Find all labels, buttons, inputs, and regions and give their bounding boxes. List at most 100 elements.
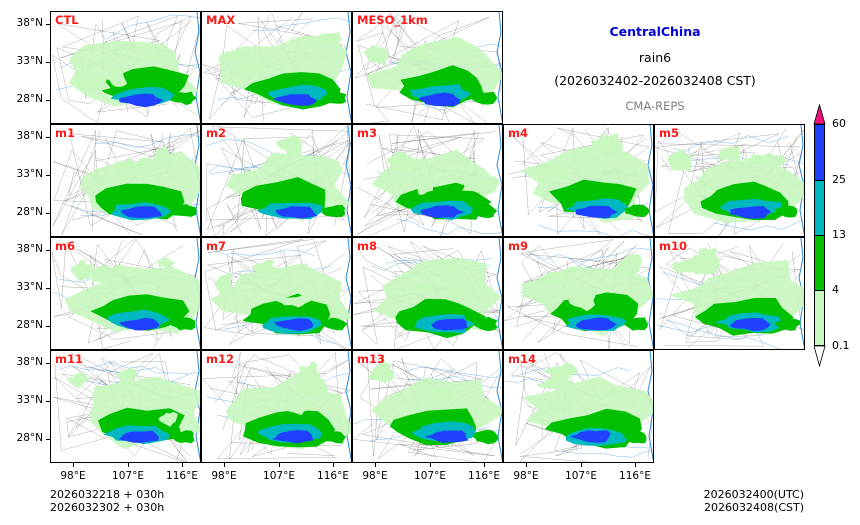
map-panel-m2: m2 xyxy=(201,124,352,237)
rain-intense xyxy=(424,430,469,443)
precip-map xyxy=(508,125,653,236)
region-title: CentralChina xyxy=(609,24,701,39)
province-boundary xyxy=(206,140,338,236)
river xyxy=(89,361,199,375)
lon-label: 107°E xyxy=(414,470,446,482)
lat-label: 38°N xyxy=(16,356,43,368)
colorbar-segment xyxy=(814,124,825,180)
rain-light-patch xyxy=(117,368,138,385)
init-cst: 2026032302 + 030h xyxy=(50,501,165,514)
rain-light-patch xyxy=(612,254,643,275)
river xyxy=(396,218,502,235)
province-boundary xyxy=(361,266,502,345)
lon-tick xyxy=(581,463,582,467)
province-boundary xyxy=(52,130,165,233)
rain-light-patch xyxy=(412,172,434,195)
panel-label: m12 xyxy=(206,352,234,366)
rain-moderate-east xyxy=(773,317,801,331)
rain-light-patch xyxy=(679,254,719,275)
rain-light-patch xyxy=(412,282,437,296)
lat-label: 38°N xyxy=(16,17,43,29)
lon-tick xyxy=(279,463,280,467)
lat-tick xyxy=(46,62,50,63)
lat-label: 33°N xyxy=(16,394,43,406)
province-boundary xyxy=(217,131,318,236)
province-boundary xyxy=(68,245,183,340)
lon-label: 116°E xyxy=(619,470,651,482)
river xyxy=(537,224,651,236)
colorbar-segment xyxy=(814,235,825,290)
panel-label: MAX xyxy=(206,13,236,27)
rain-moderate-east xyxy=(322,431,346,444)
colorbar-level-label: 13 xyxy=(832,228,846,241)
precip-map xyxy=(203,12,351,123)
rain-light-patch xyxy=(408,44,428,62)
panel-label: m13 xyxy=(357,352,385,366)
coastline xyxy=(496,125,502,236)
province-boundary xyxy=(95,133,177,232)
panel-label: m5 xyxy=(659,126,679,140)
province-boundary xyxy=(203,16,326,122)
province-boundary xyxy=(378,12,475,123)
map-panel-meso-1km: MESO_1km xyxy=(352,11,503,124)
province-boundary xyxy=(659,268,800,340)
province-boundary xyxy=(204,239,340,331)
province-boundary xyxy=(66,242,168,330)
precip-map xyxy=(52,351,200,462)
river xyxy=(561,449,653,458)
valid-cst: 2026032408(CST) xyxy=(704,501,804,514)
rain-light-patch xyxy=(152,145,170,169)
map-panel-m9: m9 xyxy=(503,237,654,350)
init-utc: 2026032218 + 030h xyxy=(50,488,165,501)
map-panel-m11: m11 xyxy=(50,350,201,463)
rain-light-patch xyxy=(430,260,459,276)
province-boundary xyxy=(357,40,487,123)
map-panel-ctl: CTL xyxy=(50,11,201,124)
rain-intense xyxy=(120,206,163,218)
precip-map xyxy=(356,125,502,236)
lon-label: 107°E xyxy=(565,470,597,482)
rain-intense xyxy=(420,205,465,219)
rain-light-patch xyxy=(667,148,692,173)
lon-label: 116°E xyxy=(468,470,500,482)
colorbar-max-extend xyxy=(813,103,826,125)
rain-intense xyxy=(276,206,318,219)
province-boundary xyxy=(515,239,637,309)
rain-moderate-east xyxy=(171,204,197,217)
colorbar-level-label: 60 xyxy=(832,117,846,130)
period-title: (2026032402-2026032408 CST) xyxy=(554,73,756,88)
lat-label: 33°N xyxy=(16,168,43,180)
map-panel-m13: m13 xyxy=(352,350,503,463)
province-boundary xyxy=(53,240,198,317)
lon-tick xyxy=(430,463,431,467)
panel-label: m11 xyxy=(55,352,83,366)
panel-label: MESO_1km xyxy=(357,13,428,27)
lon-tick xyxy=(128,463,129,467)
rain-light-patch xyxy=(386,151,416,173)
rain-light-patch xyxy=(90,264,112,283)
rain-light-patch xyxy=(591,133,624,158)
rain-light-patch xyxy=(276,135,303,157)
river xyxy=(405,366,502,379)
lat-tick xyxy=(46,100,50,101)
rain-light-patch xyxy=(434,38,469,60)
coastline xyxy=(496,238,502,349)
lat-label: 38°N xyxy=(16,243,43,255)
rain-light-patch xyxy=(462,176,500,197)
rain-intense xyxy=(729,318,771,332)
lat-label: 38°N xyxy=(16,130,43,142)
panel-label: m8 xyxy=(357,239,377,253)
coastline xyxy=(345,125,351,236)
lat-label: 28°N xyxy=(16,319,43,331)
rain-intense xyxy=(119,317,160,331)
map-panel-m10: m10 xyxy=(654,237,805,350)
precip-map xyxy=(505,351,653,462)
rain-light-patch xyxy=(73,70,112,93)
province-boundary xyxy=(66,353,176,437)
lat-tick xyxy=(46,363,50,364)
map-panel-m1: m1 xyxy=(50,124,201,237)
lon-tick xyxy=(635,463,636,467)
panel-label: CTL xyxy=(55,13,79,27)
rain-light-patch xyxy=(252,259,279,278)
